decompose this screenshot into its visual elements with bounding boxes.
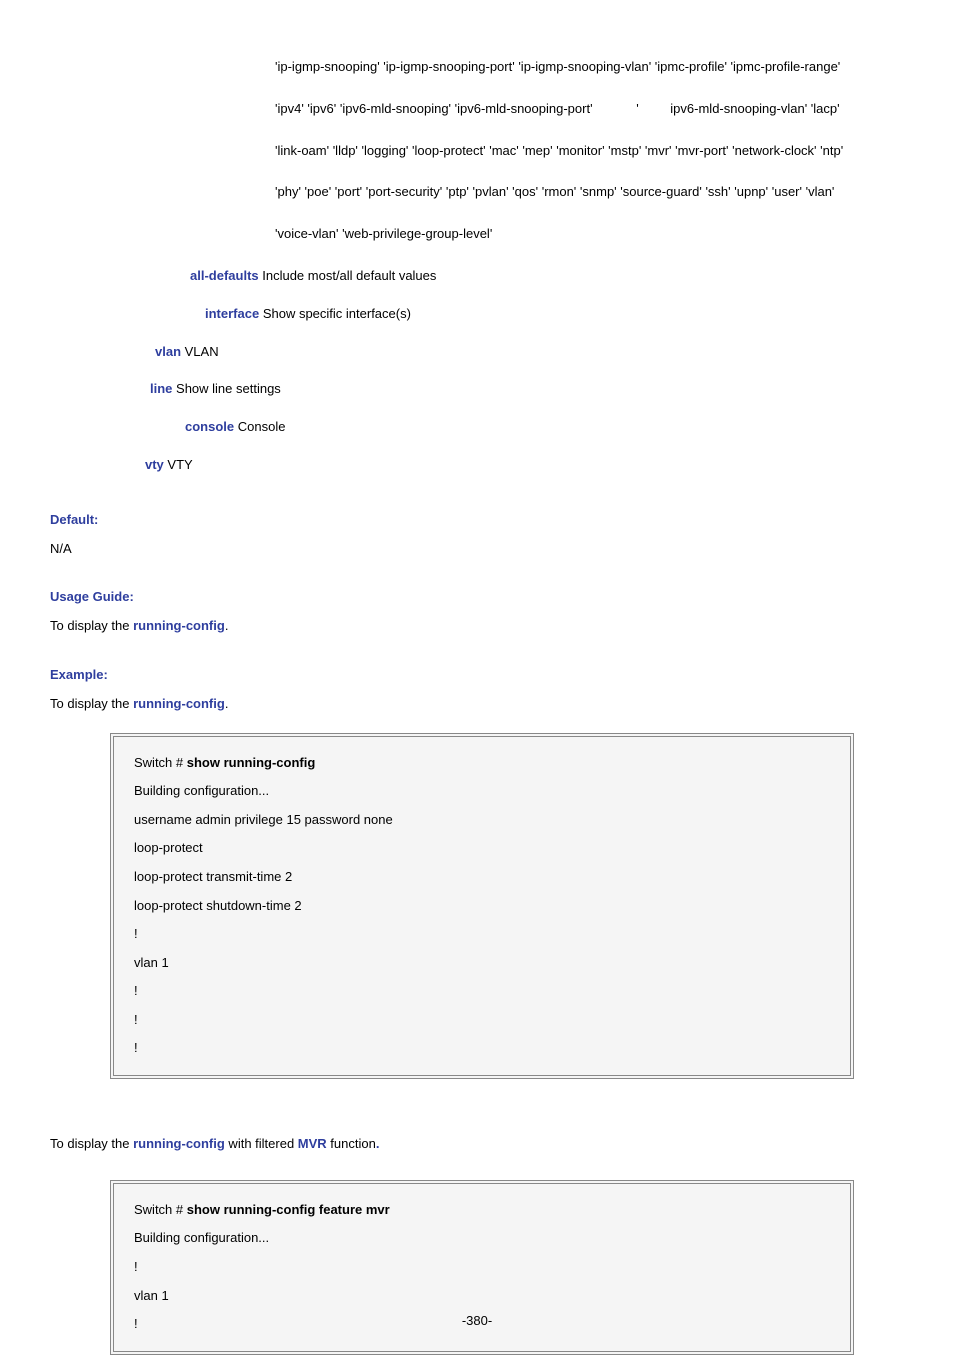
- default-value: N/A: [50, 539, 904, 560]
- terminal1-line-3: loop-protect transmit-time 2: [134, 863, 830, 892]
- example-suffix: .: [225, 696, 229, 711]
- terminal1-line-5: !: [134, 920, 830, 949]
- terminal2-cmd: show running-config feature mvr: [187, 1202, 390, 1217]
- terminal1-line-9: !: [134, 1034, 830, 1063]
- default-label: Default:: [50, 510, 904, 531]
- terminal1-cmd: show running-config: [187, 755, 316, 770]
- filter-suffix: function: [327, 1136, 376, 1151]
- param-vty: vty VTY: [145, 448, 904, 482]
- option-list-line3: 'link-oam' 'lldp' 'logging' 'loop-protec…: [275, 134, 904, 168]
- interface-desc: Show specific interface(s): [259, 306, 411, 321]
- line-desc: Show line settings: [172, 381, 280, 396]
- terminal1-line-8: !: [134, 1006, 830, 1035]
- terminal-box-1: Switch # show running-config Building co…: [110, 733, 854, 1080]
- vty-desc: VTY: [164, 457, 193, 472]
- line-label: line: [150, 381, 172, 396]
- console-label: console: [185, 419, 234, 434]
- terminal2-line-0: Building configuration...: [134, 1224, 830, 1253]
- usage-text: To display the running-config.: [50, 616, 904, 637]
- terminal1-line-4: loop-protect shutdown-time 2: [134, 892, 830, 921]
- filter-text: To display the running-config with filte…: [50, 1134, 904, 1155]
- usage-suffix: .: [225, 618, 229, 633]
- terminal2-line-2: vlan 1: [134, 1282, 830, 1311]
- terminal2-line-1: !: [134, 1253, 830, 1282]
- usage-bold: running-config: [133, 618, 225, 633]
- interface-label: interface: [205, 306, 259, 321]
- option-line2b: ': [636, 101, 638, 116]
- option-line2a: 'ipv4' 'ipv6' 'ipv6-mld-snooping' 'ipv6-…: [275, 101, 593, 116]
- vty-label: vty: [145, 457, 164, 472]
- filter-prefix: To display the: [50, 1136, 133, 1151]
- option-list-line2: 'ipv4' 'ipv6' 'ipv6-mld-snooping' 'ipv6-…: [275, 92, 904, 126]
- terminal2-cmd-line: Switch # show running-config feature mvr: [134, 1196, 830, 1225]
- console-desc: Console: [234, 419, 285, 434]
- param-all-defaults: all-defaults Include most/all default va…: [190, 259, 904, 293]
- usage-label: Usage Guide:: [50, 587, 904, 608]
- option-line2c: ipv6-mld-snooping-vlan' 'lacp': [670, 101, 839, 116]
- terminal1-line-6: vlan 1: [134, 949, 830, 978]
- param-console: console Console: [185, 410, 904, 444]
- option-list-line1: 'ip-igmp-snooping' 'ip-igmp-snooping-por…: [275, 50, 904, 84]
- all-defaults-label: all-defaults: [190, 268, 259, 283]
- usage-prefix: To display the: [50, 618, 133, 633]
- example-text: To display the running-config.: [50, 694, 904, 715]
- terminal1-cmd-line: Switch # show running-config: [134, 749, 830, 778]
- vlan-desc: VLAN: [181, 344, 219, 359]
- terminal1-line-2: loop-protect: [134, 834, 830, 863]
- param-vlan: vlan VLAN: [155, 335, 904, 369]
- param-line: line Show line settings: [150, 372, 904, 406]
- option-list-line5: 'voice-vlan' 'web-privilege-group-level': [275, 217, 904, 251]
- terminal1-line-7: !: [134, 977, 830, 1006]
- all-defaults-desc: Include most/all default values: [259, 268, 437, 283]
- example-bold: running-config: [133, 696, 225, 711]
- vlan-label: vlan: [155, 344, 181, 359]
- param-interface: interface Show specific interface(s): [205, 297, 904, 331]
- example-label: Example:: [50, 665, 904, 686]
- terminal1-line-0: Building configuration...: [134, 777, 830, 806]
- option-list-line4: 'phy' 'poe' 'port' 'port-security' 'ptp'…: [275, 175, 904, 209]
- filter-bold2: MVR: [298, 1136, 327, 1151]
- filter-period: .: [376, 1136, 380, 1151]
- terminal2-prompt: Switch #: [134, 1202, 187, 1217]
- page-number: -380-: [0, 1311, 954, 1332]
- terminal1-line-1: username admin privilege 15 password non…: [134, 806, 830, 835]
- filter-mid: with filtered: [225, 1136, 298, 1151]
- terminal1-prompt: Switch #: [134, 755, 187, 770]
- example-prefix: To display the: [50, 696, 133, 711]
- filter-bold1: running-config: [133, 1136, 225, 1151]
